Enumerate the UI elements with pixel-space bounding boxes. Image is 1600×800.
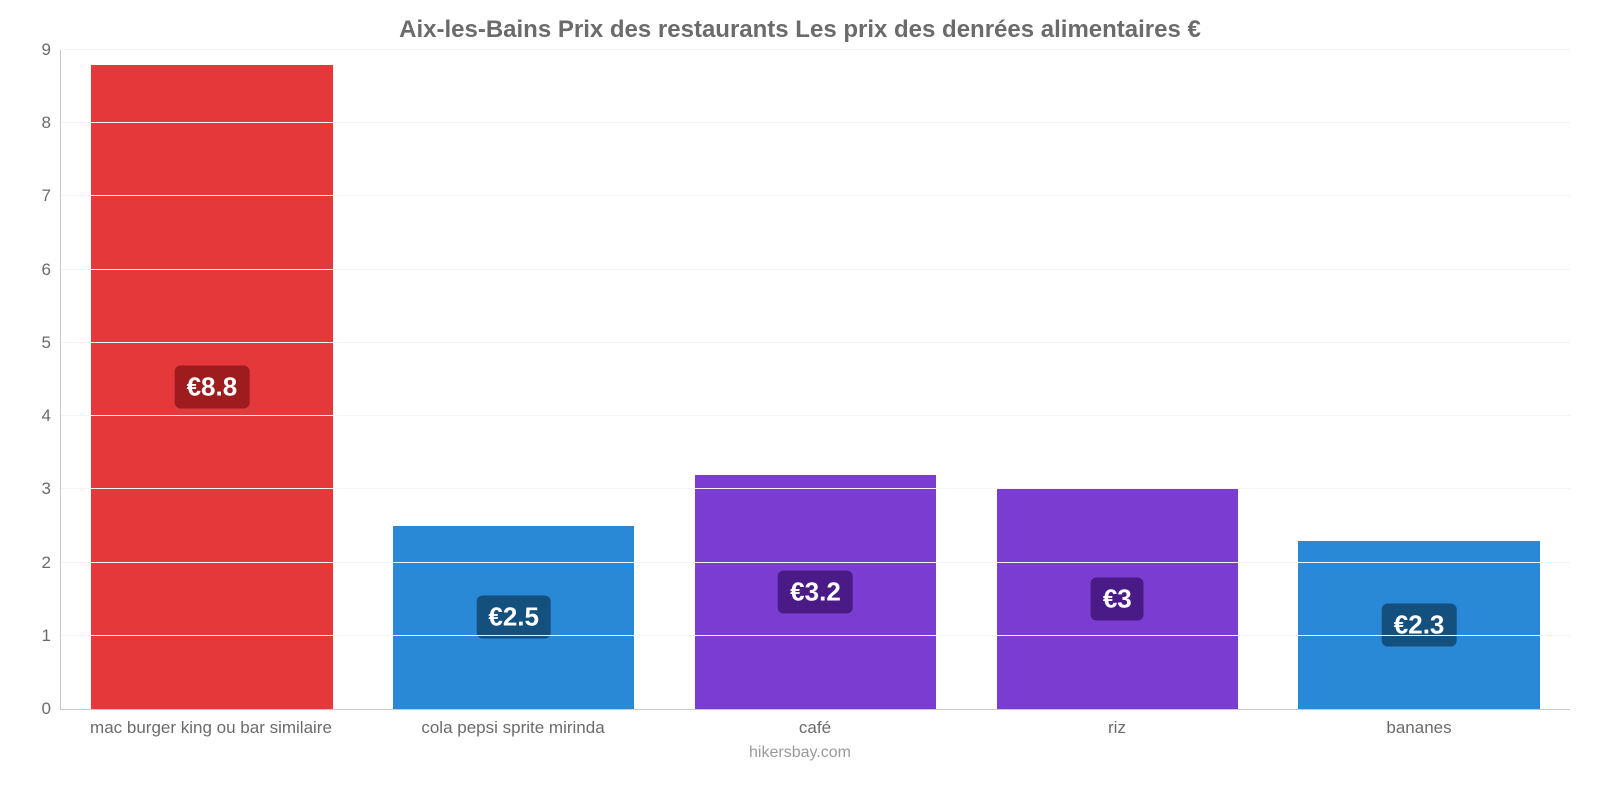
- y-tick-label: 3: [42, 479, 61, 499]
- x-tick-label: bananes: [1268, 718, 1570, 738]
- x-tick-label: riz: [966, 718, 1268, 738]
- value-badge: €2.3: [1382, 603, 1457, 646]
- y-tick-label: 7: [42, 186, 61, 206]
- value-badge: €3.2: [778, 570, 853, 613]
- bar-slot: €2.3: [1268, 50, 1570, 709]
- bar-slot: €2.5: [363, 50, 665, 709]
- y-tick-label: 4: [42, 406, 61, 426]
- x-tick-label: mac burger king ou bar similaire: [60, 718, 362, 738]
- x-tick-label: cola pepsi sprite mirinda: [362, 718, 664, 738]
- value-badge: €2.5: [476, 596, 551, 639]
- gridline: [61, 195, 1570, 196]
- gridline: [61, 122, 1570, 123]
- gridline: [61, 342, 1570, 343]
- y-tick-label: 9: [42, 40, 61, 60]
- bar: €2.3: [1298, 541, 1539, 709]
- bar-slot: €8.8: [61, 50, 363, 709]
- x-tick-label: café: [664, 718, 966, 738]
- bar: €3.2: [695, 475, 936, 709]
- gridline: [61, 635, 1570, 636]
- gridline: [61, 415, 1570, 416]
- value-badge: €8.8: [175, 365, 250, 408]
- bar-slot: €3: [966, 50, 1268, 709]
- y-tick-label: 5: [42, 333, 61, 353]
- bar: €8.8: [91, 65, 332, 709]
- y-tick-label: 1: [42, 626, 61, 646]
- value-badge: €3: [1091, 578, 1144, 621]
- bar-row: €8.8 €2.5 €3.2 €3 €2.3: [61, 50, 1570, 709]
- y-tick-label: 6: [42, 260, 61, 280]
- y-tick-label: 2: [42, 553, 61, 573]
- gridline: [61, 562, 1570, 563]
- x-axis-labels: mac burger king ou bar similairecola pep…: [60, 718, 1570, 738]
- bar: €2.5: [393, 526, 634, 709]
- y-tick-label: 0: [42, 699, 61, 719]
- plot-zone: €8.8€2.5€3.2€3€2.3 0123456789: [60, 50, 1570, 710]
- gridline: [61, 488, 1570, 489]
- bar: €3: [997, 489, 1238, 709]
- y-tick-label: 8: [42, 113, 61, 133]
- gridline: [61, 269, 1570, 270]
- gridline: [61, 49, 1570, 50]
- chart-container: Aix-les-Bains Prix des restaurants Les p…: [0, 0, 1600, 800]
- chart-title: Aix-les-Bains Prix des restaurants Les p…: [20, 16, 1580, 44]
- bar-slot: €3.2: [665, 50, 967, 709]
- attribution-text: hikersbay.com: [20, 744, 1580, 762]
- plot-area: €8.8€2.5€3.2€3€2.3 0123456789: [60, 50, 1570, 710]
